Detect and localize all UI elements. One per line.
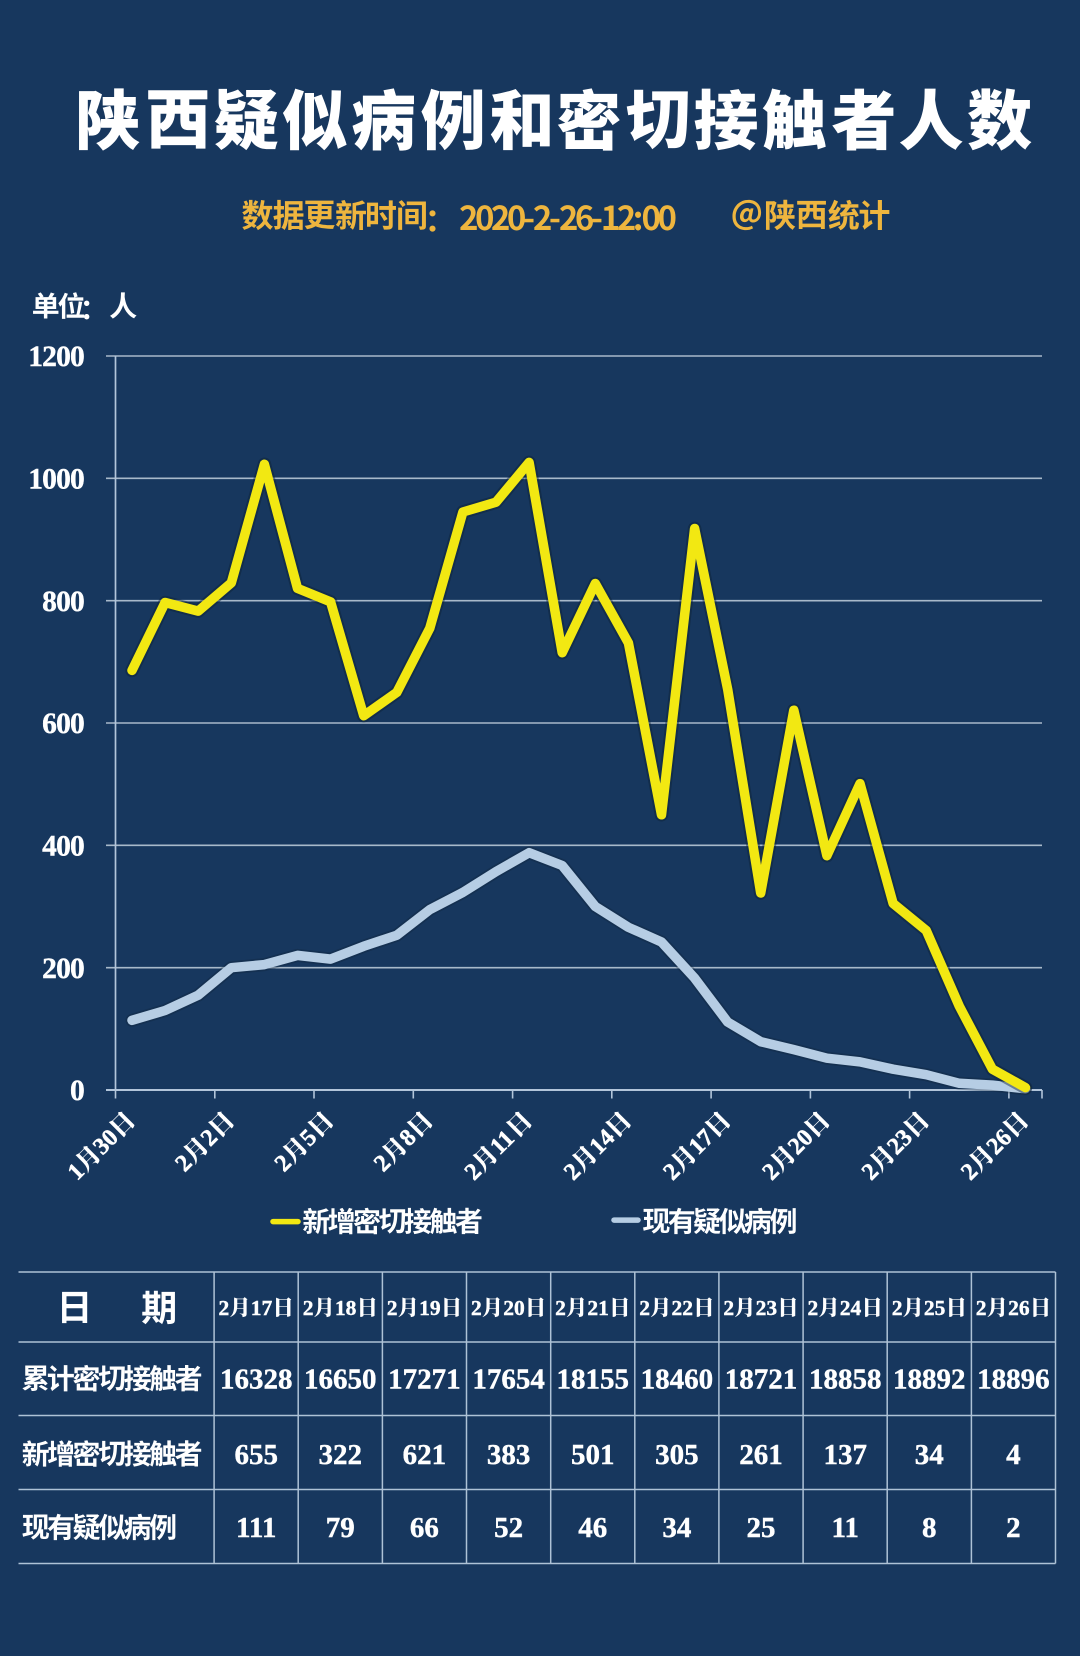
svg-text:18892: 18892: [893, 1363, 966, 1395]
svg-text:18858: 18858: [809, 1363, 882, 1395]
svg-text:20: 20: [503, 1296, 525, 1320]
svg-text:2: 2: [219, 1296, 230, 1320]
svg-text:4: 4: [1006, 1439, 1021, 1471]
svg-text:18155: 18155: [556, 1363, 629, 1395]
svg-text:800: 800: [42, 586, 84, 618]
svg-text:8: 8: [922, 1512, 937, 1544]
svg-text:2: 2: [303, 1296, 314, 1320]
svg-text:18460: 18460: [641, 1363, 714, 1395]
svg-text:383: 383: [487, 1439, 531, 1471]
svg-text:2: 2: [387, 1296, 398, 1320]
svg-text:17654: 17654: [472, 1363, 545, 1395]
svg-text:22: 22: [672, 1296, 694, 1320]
svg-text:621: 621: [403, 1439, 447, 1471]
svg-text:46: 46: [578, 1512, 607, 1544]
svg-text:18721: 18721: [725, 1363, 798, 1395]
svg-text:501: 501: [571, 1439, 615, 1471]
svg-text:2: 2: [808, 1296, 819, 1320]
svg-text:66: 66: [410, 1512, 439, 1544]
svg-text:25: 25: [747, 1512, 776, 1544]
svg-text:0: 0: [70, 1075, 84, 1107]
svg-text:18: 18: [335, 1296, 357, 1320]
svg-text:16650: 16650: [304, 1363, 377, 1395]
svg-text:79: 79: [326, 1512, 355, 1544]
svg-text:17: 17: [251, 1296, 273, 1320]
svg-text:17271: 17271: [388, 1363, 461, 1395]
svg-text:322: 322: [319, 1439, 363, 1471]
svg-text:18896: 18896: [977, 1363, 1050, 1395]
svg-text:16328: 16328: [220, 1363, 293, 1395]
svg-text:34: 34: [915, 1439, 944, 1471]
svg-text:26: 26: [1008, 1296, 1030, 1320]
svg-text:2: 2: [723, 1296, 734, 1320]
svg-text:11: 11: [831, 1512, 858, 1544]
svg-text:2: 2: [892, 1296, 903, 1320]
svg-text:137: 137: [823, 1439, 867, 1471]
svg-text:111: 111: [236, 1512, 276, 1544]
svg-text:200: 200: [42, 953, 84, 985]
svg-text:34: 34: [662, 1512, 691, 1544]
svg-text:1000: 1000: [28, 464, 84, 496]
svg-text:52: 52: [494, 1512, 523, 1544]
svg-text:400: 400: [42, 831, 84, 863]
svg-text:2: 2: [639, 1296, 650, 1320]
svg-text:305: 305: [655, 1439, 699, 1471]
svg-text:261: 261: [739, 1439, 783, 1471]
svg-text:23: 23: [756, 1296, 778, 1320]
svg-text:1200: 1200: [28, 341, 84, 373]
svg-text:21: 21: [587, 1296, 609, 1320]
svg-text:655: 655: [234, 1439, 278, 1471]
svg-text:2: 2: [471, 1296, 482, 1320]
svg-text:25: 25: [924, 1296, 946, 1320]
svg-text:600: 600: [42, 708, 84, 740]
svg-text:24: 24: [840, 1296, 862, 1320]
svg-text:2: 2: [555, 1296, 566, 1320]
svg-text:2: 2: [1006, 1512, 1021, 1544]
svg-text:19: 19: [419, 1296, 441, 1320]
svg-text:2: 2: [976, 1296, 987, 1320]
